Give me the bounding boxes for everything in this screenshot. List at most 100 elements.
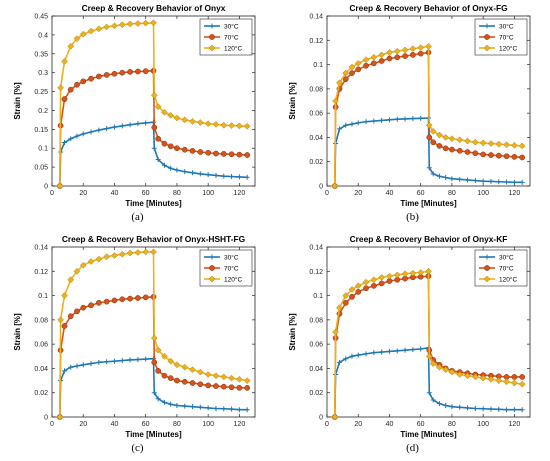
x-tick-label: 20 bbox=[79, 190, 87, 197]
data-point bbox=[336, 359, 342, 365]
data-point bbox=[213, 406, 219, 411]
data-point bbox=[464, 149, 471, 155]
data-point bbox=[410, 347, 416, 353]
data-point bbox=[386, 348, 392, 354]
legend-marker bbox=[484, 265, 490, 271]
data-point bbox=[88, 129, 94, 135]
data-point bbox=[220, 383, 227, 390]
data-point bbox=[342, 300, 349, 306]
data-point bbox=[73, 35, 81, 43]
data-point bbox=[342, 76, 349, 82]
data-point bbox=[68, 136, 74, 142]
data-point bbox=[142, 19, 150, 27]
data-point bbox=[342, 69, 350, 77]
data-point bbox=[236, 122, 243, 130]
legend-label: 120°C bbox=[224, 276, 242, 284]
data-point bbox=[67, 42, 75, 50]
data-point bbox=[457, 176, 463, 182]
data-point bbox=[104, 126, 110, 132]
legend-marker bbox=[483, 275, 491, 283]
data-point bbox=[363, 119, 369, 125]
data-point bbox=[181, 146, 188, 153]
data-point bbox=[229, 174, 235, 180]
data-point bbox=[118, 250, 126, 258]
panel-caption: (b) bbox=[406, 211, 419, 223]
data-point bbox=[519, 374, 526, 380]
data-point bbox=[430, 139, 437, 146]
data-point bbox=[151, 124, 158, 131]
data-point bbox=[212, 372, 220, 380]
data-point bbox=[205, 149, 212, 156]
x-tick-label: 0 bbox=[50, 421, 54, 428]
data-point bbox=[511, 179, 517, 185]
data-point bbox=[479, 374, 487, 382]
data-point bbox=[487, 376, 495, 383]
y-tick-label: 0.06 bbox=[34, 342, 48, 349]
data-point bbox=[480, 178, 486, 184]
series-120°C bbox=[331, 267, 526, 421]
y-tick-label: 0.12 bbox=[34, 269, 48, 276]
data-point bbox=[197, 404, 203, 410]
data-point bbox=[343, 356, 349, 362]
data-point bbox=[236, 376, 243, 383]
data-point bbox=[418, 346, 424, 352]
data-point bbox=[511, 407, 517, 413]
data-point bbox=[436, 401, 442, 407]
data-point bbox=[57, 316, 64, 324]
x-tick-label: 120 bbox=[509, 190, 521, 197]
data-point bbox=[443, 175, 449, 180]
data-point bbox=[371, 350, 377, 356]
data-point bbox=[205, 172, 211, 178]
data-point bbox=[220, 373, 228, 381]
data-point bbox=[190, 170, 196, 176]
data-point bbox=[425, 352, 433, 360]
data-point bbox=[134, 249, 142, 256]
x-tick-label: 0 bbox=[50, 190, 54, 197]
data-point bbox=[181, 116, 189, 124]
y-axis-label: Strain [%] bbox=[288, 313, 297, 351]
data-point bbox=[151, 359, 158, 366]
data-point bbox=[197, 381, 204, 388]
data-point bbox=[167, 375, 174, 381]
data-point bbox=[74, 363, 80, 369]
data-point bbox=[95, 73, 102, 80]
data-point bbox=[161, 372, 168, 379]
y-tick-label: 0.4 bbox=[38, 32, 48, 39]
data-point bbox=[61, 323, 68, 329]
data-point bbox=[443, 402, 449, 408]
data-point bbox=[504, 407, 510, 413]
legend-marker bbox=[208, 44, 216, 52]
data-point bbox=[103, 23, 111, 31]
data-point bbox=[448, 135, 456, 142]
data-point bbox=[151, 390, 157, 396]
data-point bbox=[401, 46, 409, 54]
data-point bbox=[236, 407, 242, 413]
data-point bbox=[168, 401, 174, 407]
data-point bbox=[488, 178, 494, 184]
data-point bbox=[182, 169, 188, 175]
data-point bbox=[386, 55, 393, 62]
data-point bbox=[181, 363, 189, 371]
data-point bbox=[119, 296, 126, 303]
x-tick-label: 0 bbox=[325, 190, 329, 197]
data-point bbox=[155, 368, 162, 374]
chart-title: Creep & Recovery Behavior of Onyx bbox=[82, 3, 226, 13]
y-tick-label: 0.2 bbox=[38, 108, 48, 115]
data-point bbox=[410, 52, 416, 58]
data-point bbox=[503, 153, 510, 160]
data-point bbox=[503, 141, 510, 149]
y-tick-label: 0.12 bbox=[309, 269, 323, 276]
data-point bbox=[150, 91, 158, 99]
legend-marker bbox=[484, 254, 490, 260]
data-point bbox=[57, 84, 64, 92]
y-tick-label: 0.04 bbox=[34, 366, 48, 373]
data-point bbox=[161, 162, 167, 168]
data-point bbox=[386, 272, 393, 280]
y-tick-label: 0.14 bbox=[309, 245, 323, 252]
data-point bbox=[190, 404, 196, 410]
legend-marker bbox=[209, 265, 215, 271]
data-point bbox=[67, 276, 75, 284]
data-point bbox=[401, 270, 409, 278]
data-point bbox=[127, 357, 133, 363]
data-point bbox=[354, 60, 362, 67]
